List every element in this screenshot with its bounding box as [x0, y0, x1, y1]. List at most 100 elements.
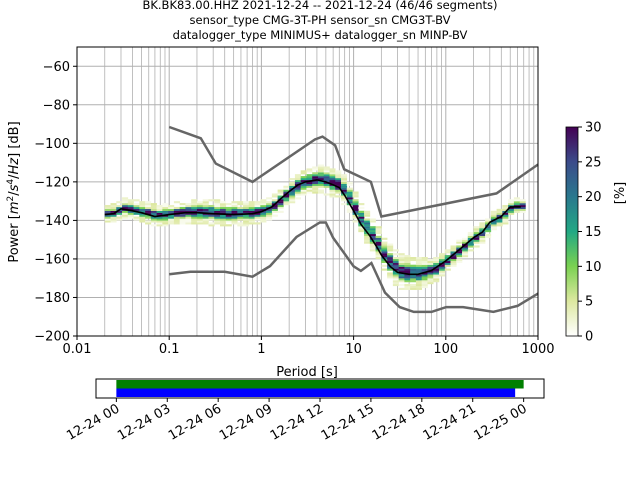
pdf-cell	[225, 224, 232, 227]
pdf-cell	[456, 253, 463, 256]
pdf-cell	[352, 201, 359, 204]
pdf-cell	[490, 220, 497, 223]
pdf-cell	[260, 214, 267, 217]
pdf-cell	[346, 189, 353, 192]
pdf-cell	[404, 283, 411, 287]
timeline-tick-label: 12-25 00	[472, 401, 530, 443]
pdf-cell	[369, 247, 376, 250]
pdf-cell	[208, 208, 215, 211]
pdf-cell	[427, 258, 434, 262]
pdf-cell	[185, 216, 192, 219]
pdf-cell	[473, 226, 480, 229]
pdf-cell	[150, 212, 157, 215]
pdf-cell	[392, 282, 399, 285]
pdf-cell	[450, 262, 457, 265]
pdf-cell	[260, 204, 267, 208]
pdf-cell	[444, 268, 451, 271]
pdf-cell	[329, 181, 336, 184]
pdf-cell	[248, 208, 255, 211]
pdf-cell	[202, 210, 209, 213]
pdf-cell	[312, 178, 319, 181]
pdf-cell	[329, 187, 336, 190]
pdf-cell	[450, 245, 457, 248]
pdf-cell	[133, 203, 140, 206]
pdf-cell	[312, 187, 319, 190]
pdf-cell	[179, 216, 186, 219]
pdf-cell	[104, 218, 111, 221]
pdf-cell	[162, 220, 169, 223]
pdf-cell	[352, 195, 359, 198]
pdf-cell	[133, 216, 140, 219]
pdf-cell	[110, 204, 117, 208]
pdf-cell	[196, 214, 204, 217]
pdf-cell	[237, 203, 244, 206]
pdf-cell	[508, 203, 515, 206]
grid	[77, 47, 538, 337]
pdf-cell	[277, 203, 284, 206]
pdf-cell	[139, 210, 146, 213]
pdf-cell	[110, 216, 117, 219]
pdf-cell	[312, 189, 319, 192]
pdf-cell	[214, 201, 221, 204]
pdf-cell	[421, 260, 428, 263]
pdf-cell	[248, 222, 255, 225]
pdf-cell	[208, 206, 215, 210]
pdf-cell	[364, 228, 371, 231]
pdf-cell	[404, 274, 411, 277]
pdf-cell	[266, 212, 273, 215]
pdf-cell	[467, 243, 474, 246]
pdf-cell	[375, 257, 382, 260]
pdf-cell	[214, 218, 221, 221]
pdf-cell	[283, 189, 290, 192]
pdf-cell	[237, 208, 244, 211]
pdf-cell	[346, 195, 353, 198]
pdf-cell	[387, 262, 394, 265]
x-tick-label: 1000	[521, 342, 554, 357]
pdf-cell	[341, 199, 348, 202]
pdf-cell	[456, 247, 463, 250]
pdf-cell	[208, 222, 215, 225]
pdf-cell	[139, 220, 146, 223]
pdf-cell	[173, 210, 180, 213]
pdf-cell	[375, 226, 382, 229]
pdf-cell	[473, 245, 480, 248]
pdf-cell	[352, 199, 359, 202]
pdf-cell	[116, 212, 123, 215]
pdf-cell	[404, 255, 411, 258]
colorbar-ticks: 0 5 10 15 20 25 30	[578, 121, 602, 345]
pdf-cell	[335, 183, 342, 186]
pdf-cell	[329, 178, 336, 181]
pdf-cell	[260, 206, 267, 210]
pdf-cell	[438, 253, 446, 256]
pdf-cell	[513, 203, 520, 206]
pdf-cell	[387, 260, 394, 263]
pdf-cell	[127, 204, 134, 208]
pdf-cell	[364, 224, 371, 227]
pdf-cell	[410, 285, 417, 289]
pdf-cell	[508, 204, 515, 208]
pdf-cell	[191, 206, 198, 210]
pdf-cell	[306, 183, 313, 186]
pdf-cell	[237, 214, 244, 217]
pdf-cell	[277, 193, 284, 196]
pdf-cell	[496, 220, 503, 223]
pdf-cell	[415, 282, 422, 285]
pdf-cell	[444, 249, 451, 252]
pdf-cell	[335, 179, 342, 183]
pdf-cell	[519, 210, 526, 213]
pdf-cell	[248, 220, 255, 223]
pdf-cell	[104, 208, 111, 211]
pdf-cell	[173, 222, 180, 225]
pdf-cell	[462, 253, 469, 256]
pdf-cell	[358, 226, 365, 229]
pdf-cell	[179, 222, 186, 225]
pdf-cell	[364, 233, 371, 237]
pdf-cell	[294, 178, 301, 181]
pdf-cell	[387, 249, 394, 252]
pdf-cell	[208, 214, 215, 217]
pdf-cell	[127, 199, 134, 202]
pdf-cell	[358, 203, 365, 206]
pdf-cell	[335, 189, 342, 192]
pdf-cell	[271, 206, 278, 210]
pdf-cell	[127, 212, 134, 215]
